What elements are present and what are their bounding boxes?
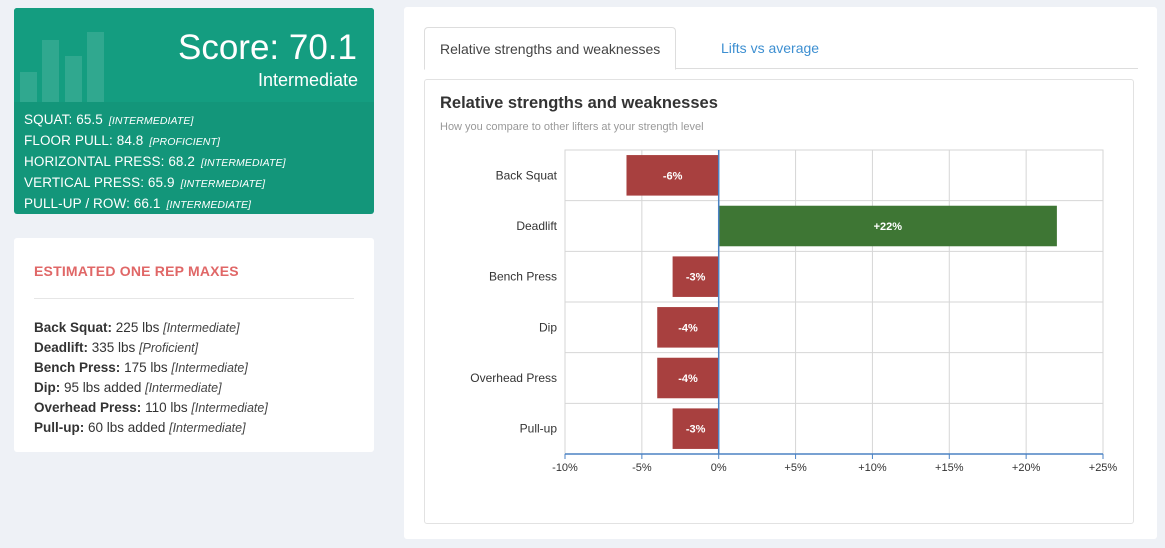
- score-row-label: SQUAT: 65.5: [24, 112, 103, 127]
- orm-list: Back Squat: 225 lbs [Intermediate] Deadli…: [34, 318, 268, 438]
- orm-lift-value: 225 lbs: [115, 320, 160, 335]
- orm-lift-value: 175 lbs: [124, 360, 168, 375]
- orm-row: Back Squat: 225 lbs [Intermediate]: [34, 318, 268, 338]
- orm-row: Overhead Press: 110 lbs [Intermediate]: [34, 398, 268, 418]
- score-row-tag: [PROFICIENT]: [149, 136, 221, 148]
- x-tick-label: +5%: [784, 462, 807, 474]
- orm-lift-name: Bench Press:: [34, 360, 121, 375]
- orm-row: Bench Press: 175 lbs [Intermediate]: [34, 358, 268, 378]
- tab-lifts-vs-average[interactable]: Lifts vs average: [721, 40, 820, 56]
- score-level: Intermediate: [257, 70, 358, 90]
- chart-title: Relative strengths and weaknesses: [440, 94, 718, 112]
- bar-chart-icon: [14, 8, 134, 102]
- chart-container: Relative strengths and weaknesses How yo…: [424, 79, 1134, 524]
- category-label: Back Squat: [496, 168, 558, 182]
- orm-lift-level: [Intermediate]: [145, 381, 222, 395]
- orm-lift-level: [Proficient]: [139, 341, 199, 355]
- orm-lift-value: 335 lbs: [91, 340, 136, 355]
- score-row: VERTICAL PRESS: 65.9 [INTERMEDIATE]: [24, 173, 286, 194]
- orm-row: Dip: 95 lbs added [Intermediate]: [34, 378, 268, 398]
- bar: [672, 408, 719, 449]
- orm-lift-value: 110 lbs: [145, 400, 188, 415]
- orm-row: Pull-up: 60 lbs added [Intermediate]: [34, 418, 268, 438]
- bar-value-label: -6%: [663, 170, 683, 182]
- orm-lift-name: Overhead Press:: [34, 400, 142, 415]
- score-row: FLOOR PULL: 84.8 [PROFICIENT]: [24, 131, 286, 152]
- results-panel: Relative strengths and weaknesses Lifts …: [404, 7, 1157, 539]
- score-row-tag: [INTERMEDIATE]: [108, 115, 194, 127]
- x-tick-label: -5%: [632, 462, 652, 474]
- orm-lift-name: Deadlift:: [34, 340, 88, 355]
- score-header: Score: 70.1 Intermediate: [14, 8, 374, 102]
- bar-value-label: -4%: [678, 322, 698, 334]
- tab-relative-strengths[interactable]: Relative strengths and weaknesses: [424, 27, 677, 70]
- x-tick-label: +10%: [858, 462, 887, 474]
- bar: [657, 357, 719, 399]
- x-tick-label: 0%: [711, 462, 727, 474]
- bar: [672, 256, 719, 297]
- orm-lift-value: 60 lbs added: [88, 420, 166, 435]
- divider: [34, 298, 354, 299]
- score-row: HORIZONTAL PRESS: 68.2 [INTERMEDIATE]: [24, 152, 286, 173]
- bar-value-label: +22%: [874, 221, 903, 233]
- orm-lift-level: [Intermediate]: [191, 401, 268, 415]
- x-tick-label: +25%: [1089, 462, 1118, 474]
- orm-card-title: ESTIMATED ONE REP MAXES: [34, 263, 239, 279]
- category-label: Bench Press: [489, 270, 557, 284]
- orm-lift-value: 95 lbs added: [64, 380, 142, 395]
- category-label: Deadlift: [516, 219, 557, 233]
- orm-lift-level: [Intermediate]: [171, 361, 248, 375]
- x-tick-label: +15%: [935, 462, 964, 474]
- tab-bar: Relative strengths and weaknesses Lifts …: [424, 27, 1138, 70]
- score-row-label: PULL-UP / ROW: 66.1: [24, 196, 161, 211]
- chart-subtitle: How you compare to other lifters at your…: [440, 121, 704, 133]
- orm-lift-name: Dip:: [34, 380, 61, 395]
- bar-value-label: -3%: [686, 272, 706, 284]
- orm-lift-name: Back Squat:: [34, 320, 113, 335]
- one-rep-max-card: ESTIMATED ONE REP MAXES Back Squat: 225 …: [14, 238, 374, 452]
- score-row-tag: [INTERMEDIATE]: [166, 199, 252, 211]
- score-row-label: VERTICAL PRESS: 65.9: [24, 175, 175, 190]
- bar-value-label: -3%: [686, 424, 706, 436]
- score-row: PULL-UP / ROW: 66.1 [INTERMEDIATE]: [24, 194, 286, 214]
- score-row-label: HORIZONTAL PRESS: 68.2: [24, 154, 195, 169]
- orm-lift-level: [Intermediate]: [169, 421, 246, 435]
- score-card: Score: 70.1 Intermediate SQUAT: 65.5 [INT…: [14, 8, 374, 214]
- category-label: Overhead Press: [470, 371, 557, 385]
- bar-value-label: -4%: [678, 373, 698, 385]
- orm-lift-level: [Intermediate]: [163, 321, 240, 335]
- score-value: Score: 70.1: [178, 28, 357, 67]
- category-label: Pull-up: [520, 422, 558, 436]
- bar: [626, 155, 719, 196]
- bar: [718, 205, 1057, 247]
- category-label: Dip: [539, 320, 557, 334]
- bar: [657, 307, 719, 348]
- x-tick-label: -10%: [552, 462, 578, 474]
- score-row-tag: [INTERMEDIATE]: [201, 157, 286, 169]
- bar-chart: -6% Back Squat +22% Deadlift -3% Bench Press -…: [470, 149, 1118, 474]
- score-row-label: FLOOR PULL: 84.8: [24, 133, 144, 148]
- score-row: SQUAT: 65.5 [INTERMEDIATE]: [24, 110, 286, 131]
- score-row-tag: [INTERMEDIATE]: [180, 178, 266, 190]
- orm-lift-name: Pull-up:: [34, 420, 85, 435]
- score-breakdown-list: SQUAT: 65.5 [INTERMEDIATE] FLOOR PULL: 84.…: [24, 110, 286, 214]
- orm-row: Deadlift: 335 lbs [Proficient]: [34, 338, 268, 358]
- x-tick-label: +20%: [1012, 462, 1041, 474]
